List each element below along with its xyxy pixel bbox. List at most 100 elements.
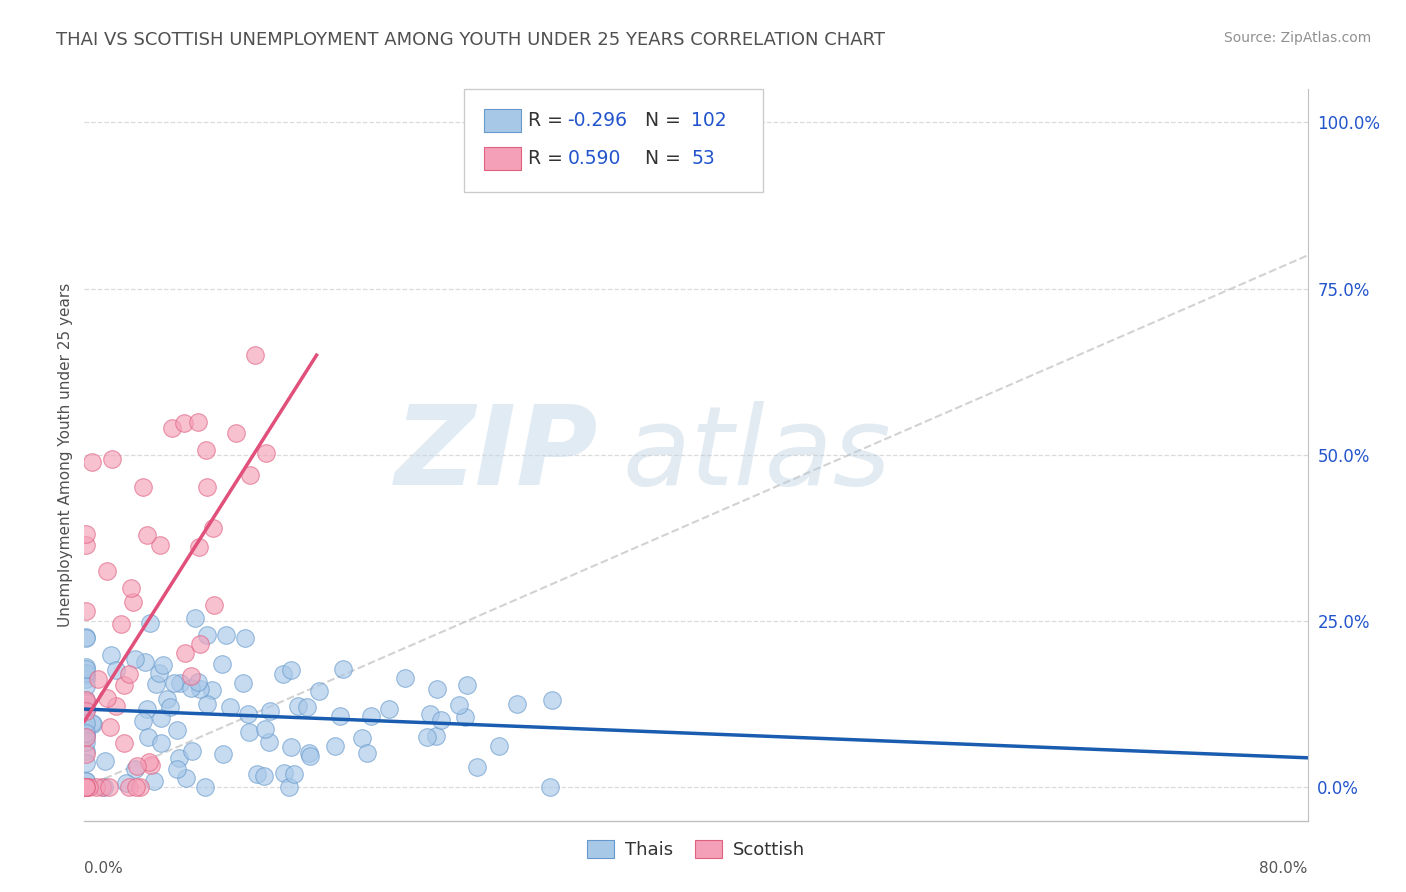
- Point: [75, 662, 97, 676]
- Point: [429, 713, 451, 727]
- Point: [187, 674, 209, 689]
- Point: [298, 747, 321, 761]
- Text: N =: N =: [644, 149, 686, 169]
- Text: Source: ZipAtlas.com: Source: ZipAtlas.com: [1223, 31, 1371, 45]
- Point: [75, 631, 97, 645]
- FancyBboxPatch shape: [484, 147, 522, 170]
- Point: [75, 679, 97, 693]
- Point: [156, 692, 179, 706]
- Point: [75, 730, 97, 744]
- Point: [166, 723, 188, 737]
- Point: [75, 693, 97, 707]
- Text: atlas: atlas: [623, 401, 891, 508]
- Point: [283, 767, 305, 781]
- Point: [75, 780, 97, 794]
- Point: [323, 739, 346, 753]
- Point: [75, 700, 97, 714]
- Point: [195, 627, 218, 641]
- Point: [188, 541, 211, 555]
- Point: [75, 721, 97, 735]
- Point: [75, 660, 97, 674]
- Point: [75, 744, 97, 758]
- Point: [176, 772, 198, 786]
- Point: [115, 776, 138, 790]
- Point: [163, 676, 186, 690]
- Point: [149, 736, 172, 750]
- Text: -0.296: -0.296: [568, 112, 627, 130]
- Point: [299, 749, 322, 764]
- Point: [202, 521, 225, 535]
- Point: [425, 729, 447, 743]
- Point: [148, 665, 170, 680]
- Point: [236, 706, 259, 721]
- Point: [254, 722, 277, 736]
- Point: [273, 765, 295, 780]
- Point: [202, 598, 225, 612]
- Point: [233, 631, 256, 645]
- Point: [75, 773, 97, 788]
- Point: [280, 740, 302, 755]
- Point: [75, 725, 97, 739]
- Point: [201, 682, 224, 697]
- Point: [125, 780, 148, 794]
- Point: [139, 616, 162, 631]
- Point: [149, 538, 172, 552]
- Point: [136, 702, 159, 716]
- Point: [90, 780, 112, 794]
- Point: [118, 666, 141, 681]
- Point: [75, 715, 97, 730]
- Point: [98, 720, 121, 734]
- Point: [419, 707, 441, 722]
- Text: 0.0%: 0.0%: [84, 861, 124, 876]
- Point: [112, 678, 135, 692]
- Point: [75, 538, 97, 552]
- Point: [211, 657, 233, 671]
- Point: [152, 657, 174, 672]
- Point: [75, 703, 97, 717]
- Point: [145, 677, 167, 691]
- Point: [212, 747, 235, 762]
- Point: [166, 762, 188, 776]
- Point: [232, 676, 254, 690]
- Point: [127, 759, 149, 773]
- Text: 0.590: 0.590: [568, 149, 621, 169]
- Point: [219, 700, 242, 714]
- Point: [169, 676, 191, 690]
- Point: [197, 480, 219, 494]
- Point: [243, 347, 266, 361]
- Point: [75, 704, 97, 718]
- Point: [75, 756, 97, 770]
- Point: [187, 415, 209, 429]
- Point: [456, 678, 478, 692]
- Point: [308, 684, 330, 698]
- Point: [98, 780, 121, 794]
- Point: [181, 744, 204, 758]
- Point: [149, 711, 172, 725]
- Point: [180, 681, 202, 696]
- Point: [246, 767, 269, 781]
- Point: [194, 443, 217, 458]
- Point: [239, 468, 262, 483]
- Point: [194, 780, 217, 794]
- Point: [214, 628, 236, 642]
- Y-axis label: Unemployment Among Youth under 25 years: Unemployment Among Youth under 25 years: [58, 283, 73, 627]
- Point: [96, 565, 118, 579]
- Text: N =: N =: [644, 112, 686, 130]
- Point: [132, 480, 155, 494]
- Point: [132, 714, 155, 729]
- Point: [188, 637, 211, 651]
- Point: [80, 455, 103, 469]
- Point: [105, 698, 128, 713]
- Point: [425, 681, 447, 696]
- Text: ZIP: ZIP: [395, 401, 598, 508]
- Point: [143, 774, 166, 789]
- Point: [257, 735, 280, 749]
- Point: [167, 751, 190, 765]
- Point: [75, 527, 97, 541]
- Point: [96, 691, 118, 706]
- Point: [180, 669, 202, 683]
- Point: [538, 780, 561, 794]
- Point: [356, 746, 378, 760]
- Point: [75, 774, 97, 789]
- Point: [136, 528, 159, 542]
